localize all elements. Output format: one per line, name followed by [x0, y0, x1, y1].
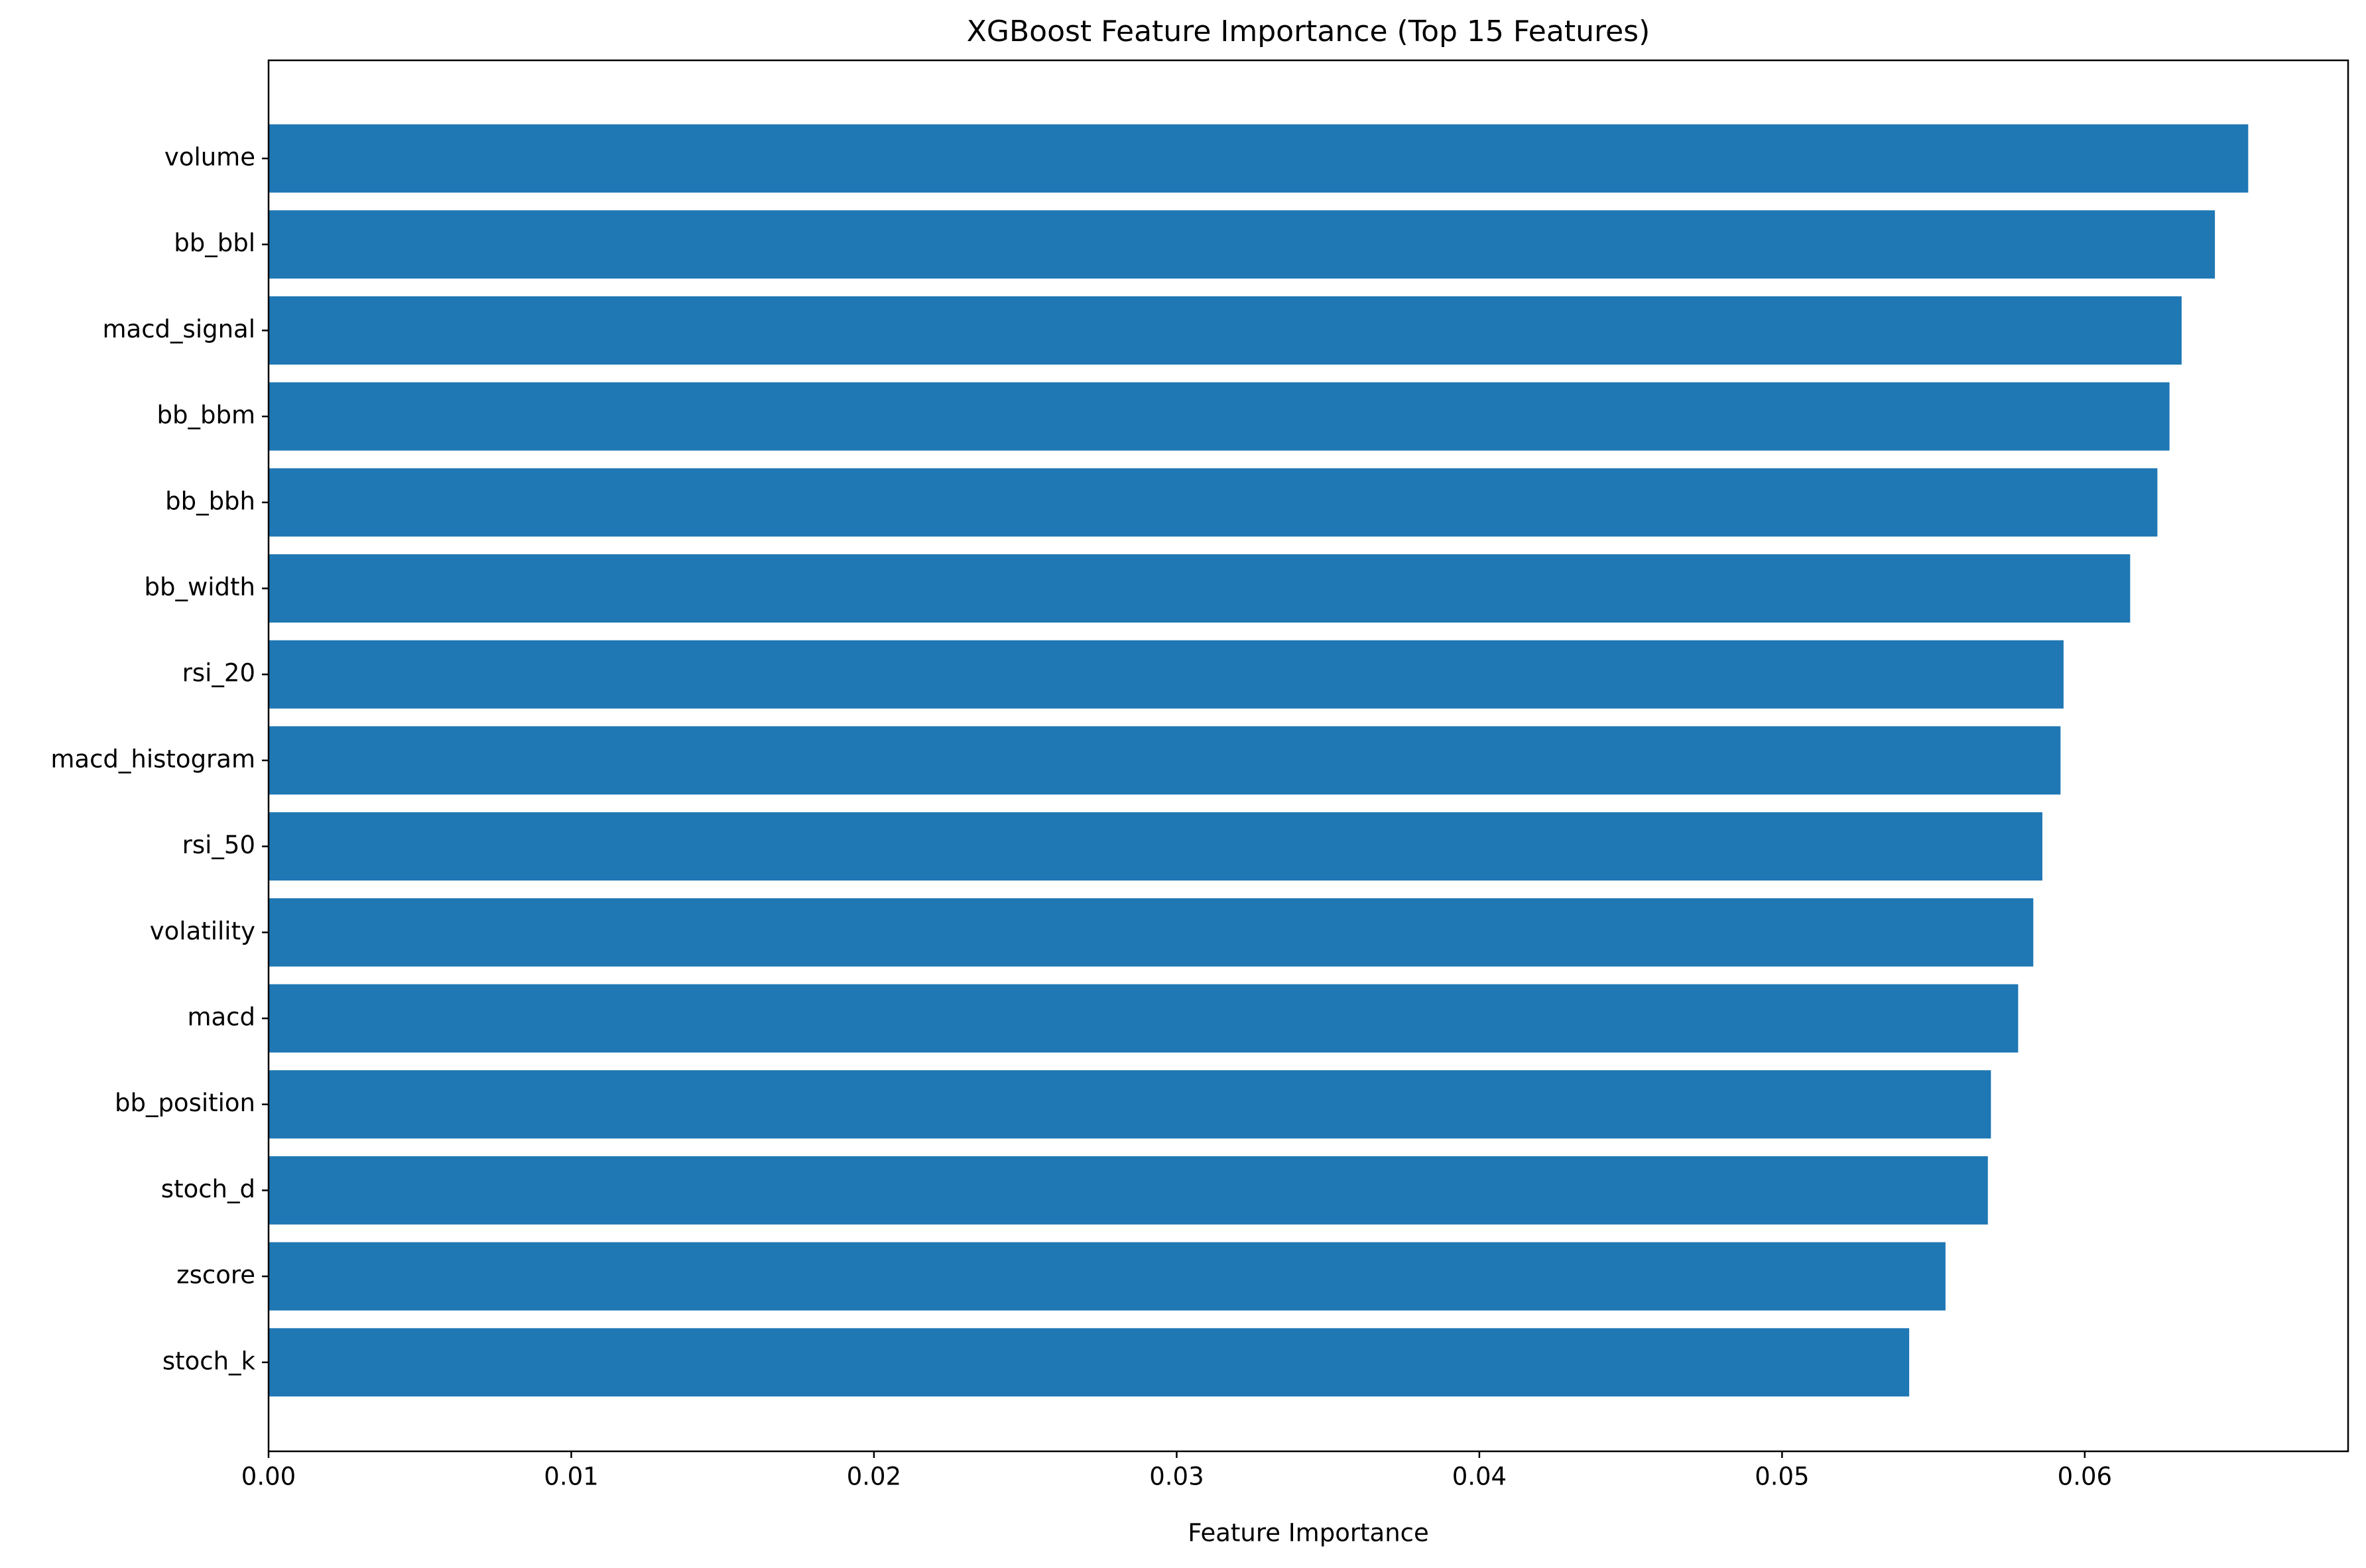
bar — [269, 468, 2158, 537]
bar — [269, 1242, 1946, 1311]
bar — [269, 296, 2182, 365]
y-tick-label: macd_signal — [103, 315, 256, 343]
bar — [269, 812, 2042, 881]
y-tick-label: stoch_k — [162, 1347, 256, 1375]
bar — [269, 210, 2215, 279]
x-axis-label: Feature Importance — [1188, 1519, 1429, 1547]
bar — [269, 726, 2061, 795]
x-tick-label: 0.04 — [1452, 1463, 1507, 1491]
bar — [269, 382, 2170, 451]
bar — [269, 554, 2131, 623]
x-tick-label: 0.01 — [544, 1463, 598, 1491]
x-tick-label: 0.00 — [241, 1463, 296, 1491]
y-tick-label: rsi_50 — [182, 831, 255, 859]
y-tick-label: bb_width — [145, 573, 255, 601]
x-tick-label: 0.06 — [2058, 1463, 2112, 1491]
x-tick-label: 0.02 — [847, 1463, 901, 1491]
chart-title: XGBoost Feature Importance (Top 15 Featu… — [967, 15, 1650, 48]
bar — [269, 1070, 1991, 1139]
y-tick-label: stoch_d — [161, 1175, 255, 1203]
y-tick-label: rsi_20 — [182, 659, 255, 688]
y-tick-label: bb_bbl — [174, 229, 255, 257]
y-tick-label: bb_bbh — [165, 487, 255, 515]
bar — [269, 124, 2249, 193]
bar — [269, 1328, 1910, 1397]
y-tick-label: volume — [164, 143, 255, 172]
bar — [269, 640, 2064, 709]
y-tick-label: volatility — [150, 917, 255, 945]
y-tick-label: bb_bbm — [157, 401, 256, 430]
y-tick-label: macd — [187, 1003, 255, 1032]
y-tick-label: macd_histogram — [50, 745, 255, 773]
y-tick-label: zscore — [176, 1261, 255, 1290]
bar — [269, 984, 2019, 1053]
y-tick-label: bb_position — [115, 1089, 255, 1117]
bar — [269, 898, 2034, 967]
x-tick-label: 0.05 — [1755, 1463, 1809, 1491]
x-tick-label: 0.03 — [1149, 1463, 1204, 1491]
bar — [269, 1156, 1988, 1225]
plot-frame — [267, 59, 2349, 1453]
